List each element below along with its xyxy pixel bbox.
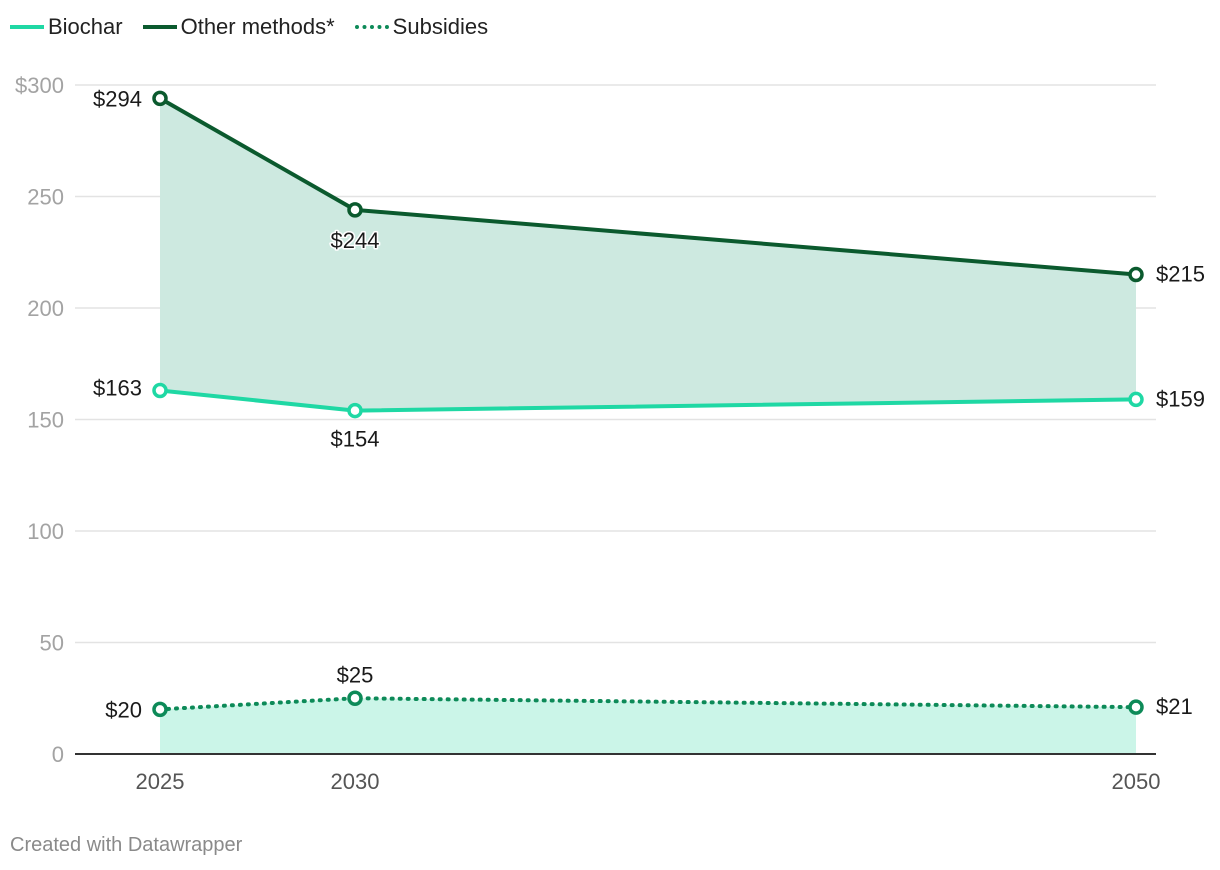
data-label: $21: [1156, 694, 1193, 719]
line-chart: 0 50 100 150 200 250 $300 2025 2030 2050 $163 $154 $…: [15, 73, 1206, 794]
legend-label: Biochar: [48, 14, 123, 39]
legend-label: Subsidies: [392, 14, 489, 39]
data-point: [1128, 391, 1144, 408]
area-between-biochar-other: [160, 98, 1136, 411]
y-tick-label: $300: [15, 73, 64, 98]
data-label: $244: [331, 228, 380, 253]
series-line-subsidies: [158, 696, 1138, 712]
legend-swatch: [10, 25, 44, 29]
data-point: [347, 690, 363, 706]
y-tick-label: 250: [27, 185, 64, 210]
y-tick-label: 150: [27, 408, 64, 433]
data-point: [152, 701, 168, 718]
legend-swatch: [354, 25, 389, 29]
y-tick-label: 200: [27, 296, 64, 321]
data-point: [1128, 699, 1144, 715]
area-subsidies: [160, 698, 1136, 754]
data-point: [152, 90, 168, 107]
legend-item: Biochar: [10, 14, 123, 40]
data-label: $154: [331, 427, 380, 452]
data-label: $215: [1156, 262, 1205, 287]
data-point: [152, 382, 168, 399]
data-label: $163: [93, 376, 142, 401]
legend-item: Other methods*: [142, 14, 335, 40]
data-label: $159: [1156, 386, 1205, 411]
y-tick-label: 50: [40, 631, 64, 656]
legend-swatch: [142, 25, 177, 29]
data-point: [347, 202, 363, 218]
legend-item: Subsidies: [354, 14, 489, 40]
data-label: $20: [105, 697, 142, 722]
x-tick-label: 2025: [136, 769, 185, 794]
x-tick-label: 2050: [1112, 769, 1161, 794]
data-label: $25: [337, 662, 374, 687]
legend-label: Other methods*: [180, 14, 335, 39]
data-label: $294: [93, 86, 142, 111]
legend: Biochar Other methods* Subsidies: [10, 14, 508, 40]
data-point: [1128, 266, 1144, 283]
x-tick-label: 2030: [331, 769, 380, 794]
data-point: [347, 402, 363, 419]
y-tick-label: 100: [27, 519, 64, 544]
y-tick-label: 0: [52, 742, 64, 767]
footer-credit: Created with Datawrapper: [10, 834, 243, 856]
